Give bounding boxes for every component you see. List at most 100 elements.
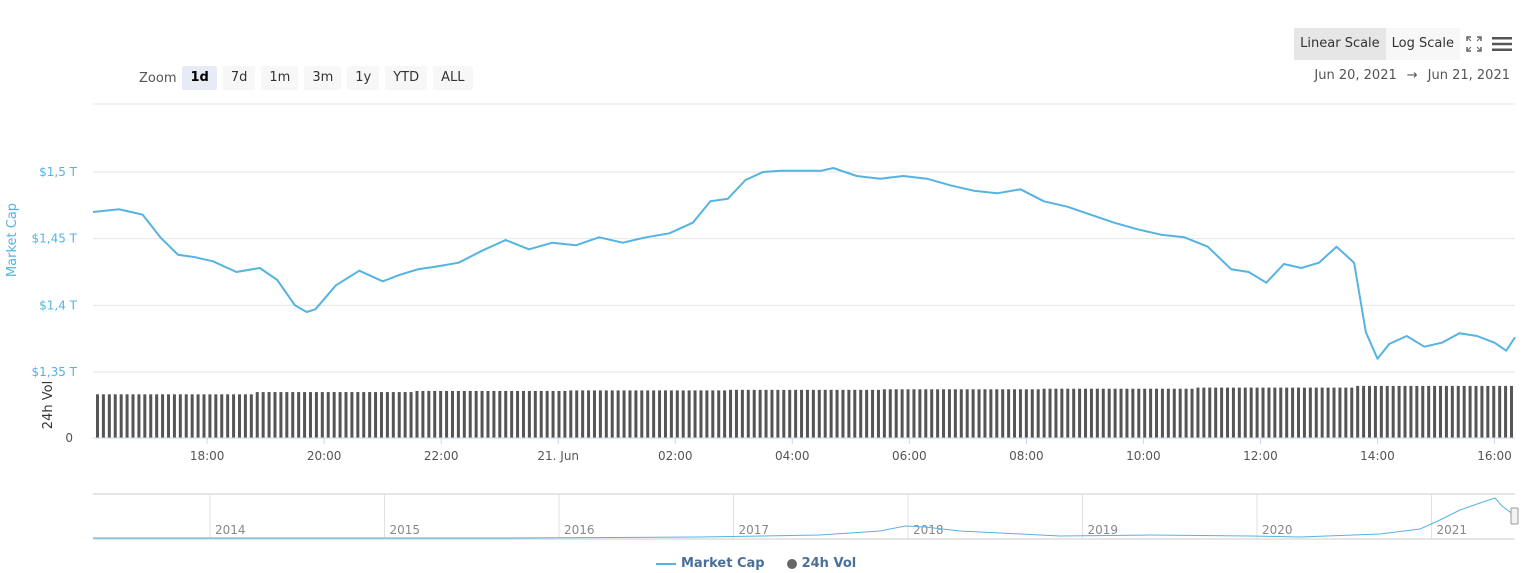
volume-bar [882, 389, 886, 438]
volume-bar [374, 392, 378, 438]
volume-bar [113, 394, 117, 438]
volume-bar [368, 392, 372, 438]
volume-bar [332, 392, 336, 438]
zoom-1d-button[interactable]: 1d [182, 66, 217, 90]
volume-bar [1456, 385, 1460, 438]
volume-bar [734, 389, 738, 438]
volume-bar [1237, 387, 1241, 438]
volume-bar [853, 389, 857, 438]
zoom-7d-button[interactable]: 7d [222, 66, 256, 90]
legend-24h-vol[interactable]: 24h Vol [786, 556, 856, 571]
volume-bar [1273, 387, 1277, 438]
volume-bar [1084, 388, 1088, 438]
volume-bar [865, 389, 869, 438]
volume-bar [1007, 389, 1011, 438]
volume-bar [445, 390, 449, 438]
volume-bar [622, 390, 626, 438]
volume-bar [468, 390, 472, 438]
volume-bar [1160, 388, 1164, 438]
volume-bar [338, 392, 342, 438]
volume-bar [652, 390, 656, 438]
x-tick-label: 10:00 [1126, 449, 1161, 463]
volume-bar [723, 390, 727, 438]
volume-bar [214, 394, 218, 438]
volume-bar [610, 390, 614, 438]
volume-bar [888, 389, 892, 438]
volume-bar [965, 389, 969, 438]
volume-bar [1036, 389, 1040, 438]
volume-bar [770, 389, 774, 438]
volume-bar [379, 392, 383, 438]
volume-bar [924, 389, 928, 438]
volume-bar [516, 390, 520, 438]
volume-bar [794, 389, 798, 438]
volume-bar [96, 394, 99, 438]
volume-bar [551, 390, 555, 438]
volume-bar [1001, 389, 1005, 438]
volume-bar [1297, 387, 1301, 438]
menu-icon[interactable] [1488, 28, 1516, 60]
volume-bar [1066, 388, 1070, 438]
legend-market-cap[interactable]: Market Cap [656, 556, 765, 571]
volume-bar [356, 392, 360, 438]
volume-bar [581, 390, 585, 438]
zoom-1y-button[interactable]: 1y [347, 66, 380, 90]
volume-bar [504, 390, 508, 438]
volume-axis-title: 24h Vol [41, 381, 56, 429]
volume-dot-icon [786, 558, 797, 569]
range-from[interactable]: Jun 20, 2021 [1314, 68, 1397, 83]
navigator-year-label: 2017 [739, 523, 770, 537]
volume-bar [1450, 385, 1454, 438]
volume-bar [1385, 385, 1389, 438]
volume-bar [675, 390, 679, 438]
volume-bar [894, 389, 898, 438]
linear-scale-button[interactable]: Linear Scale [1294, 28, 1386, 60]
volume-bar [871, 389, 875, 438]
volume-bar [1332, 387, 1336, 438]
volume-bar [119, 394, 123, 438]
volume-bar [161, 394, 165, 438]
fullscreen-icon[interactable] [1460, 28, 1488, 60]
volume-bar [1042, 388, 1046, 438]
x-tick-label: 06:00 [892, 449, 927, 463]
volume-bar [131, 394, 135, 438]
volume-bar [1439, 385, 1443, 438]
volume-bar [1054, 388, 1058, 438]
x-tick-label: 20:00 [307, 449, 342, 463]
volume-bar [764, 389, 768, 438]
volume-bar [391, 392, 395, 438]
volume-bar [1314, 387, 1318, 438]
volume-bar [1468, 385, 1472, 438]
volume-bar [1166, 388, 1170, 438]
volume-bar [829, 389, 833, 438]
volume-bar [640, 390, 644, 438]
volume-bar [1178, 388, 1182, 438]
zoom-1m-button[interactable]: 1m [261, 66, 299, 90]
volume-bar [220, 394, 224, 438]
volume-bar [699, 390, 703, 438]
volume-bar [800, 389, 804, 438]
volume-bar [1403, 385, 1407, 438]
volume-bar [936, 389, 940, 438]
volume-bar [166, 394, 170, 438]
volume-bar [226, 394, 230, 438]
log-scale-button[interactable]: Log Scale [1385, 28, 1460, 60]
zoom-3m-button[interactable]: 3m [304, 66, 342, 90]
volume-bar [912, 389, 916, 438]
volume-bar [841, 389, 845, 438]
zoom-ytd-button[interactable]: YTD [385, 66, 428, 90]
volume-bar [805, 389, 809, 438]
volume-bar [1155, 388, 1159, 438]
volume-bar [1089, 388, 1093, 438]
legend-market-cap-label: Market Cap [681, 556, 765, 571]
range-to[interactable]: Jun 21, 2021 [1427, 68, 1510, 83]
volume-bar [397, 392, 401, 438]
volume-bar [462, 390, 466, 438]
volume-bar [237, 394, 241, 438]
volume-bar [776, 389, 780, 438]
volume-bar [1308, 387, 1312, 438]
volume-bar [1261, 387, 1265, 438]
zoom-all-button[interactable]: ALL [433, 66, 473, 90]
volume-bar [1072, 388, 1076, 438]
